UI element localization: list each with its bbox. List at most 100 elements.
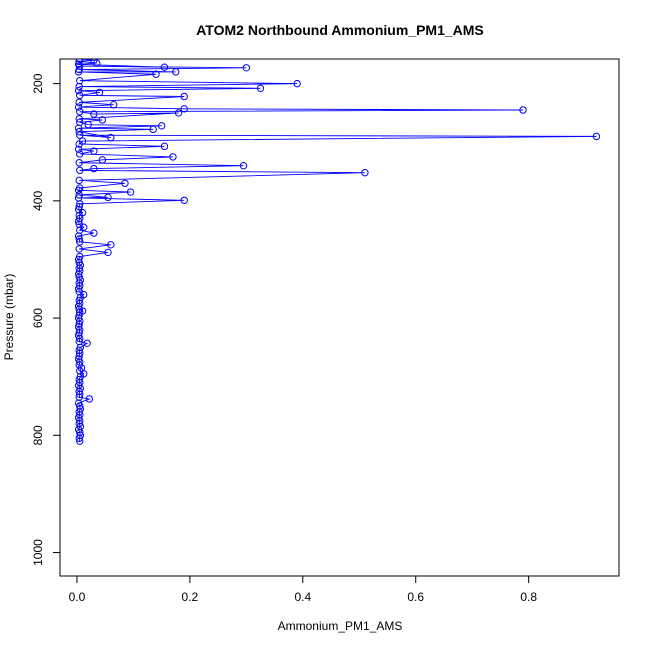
data-point: [76, 378, 84, 387]
data-point: [76, 299, 84, 308]
data-point: [174, 109, 183, 117]
data-point: [75, 305, 83, 313]
data-point: [104, 248, 112, 257]
data-point: [75, 337, 83, 346]
data-point: [75, 176, 83, 185]
data-point: [157, 122, 166, 130]
data-point: [76, 282, 84, 290]
data-point: [169, 153, 177, 161]
data-point: [76, 184, 84, 192]
data-point: [592, 132, 601, 141]
x-tick-label: 0.2: [182, 590, 199, 604]
data-point: [75, 82, 83, 91]
data-point: [76, 150, 84, 158]
data-point: [126, 188, 135, 196]
data-point: [75, 115, 83, 123]
x-axis-label: Ammonium_PM1_AMS: [278, 619, 403, 633]
series-line: [77, 59, 597, 442]
x-tick-label: 0.6: [407, 590, 424, 604]
data-point: [256, 84, 265, 93]
data-point: [75, 273, 83, 281]
data-point: [76, 267, 84, 275]
y-axis: 200 400 600 800 1000: [31, 73, 61, 566]
data-point: [104, 193, 112, 202]
y-tick-label: 600: [31, 308, 45, 328]
data-point: [90, 59, 98, 64]
data-point: [76, 118, 84, 127]
data-point: [75, 245, 83, 253]
data-point: [75, 352, 83, 360]
data-point: [75, 203, 83, 211]
y-axis-label: Pressure (mbar): [2, 274, 16, 361]
data-point: [180, 105, 188, 113]
data-point: [74, 145, 83, 153]
data-point: [75, 329, 83, 337]
x-tick-label: 0.4: [294, 590, 311, 604]
data-point: [90, 229, 98, 237]
data-point: [76, 91, 84, 100]
x-tick-label: 0.8: [520, 590, 537, 604]
data-point: [98, 116, 107, 124]
data-point: [239, 161, 248, 170]
data-point: [180, 196, 188, 204]
data-point: [75, 235, 83, 243]
data-point: [90, 147, 98, 155]
data-point: [76, 437, 84, 445]
data-point: [76, 411, 84, 419]
data-point: [74, 60, 83, 68]
data-point: [149, 125, 157, 134]
data-point: [76, 108, 84, 116]
x-axis: 0.0 0.2 0.4 0.6 0.8: [69, 575, 537, 604]
data-point: [75, 65, 83, 74]
data-point: [109, 101, 118, 109]
data-point: [76, 62, 84, 70]
data-point: [107, 241, 115, 249]
data-point: [519, 106, 527, 114]
data-point: [74, 86, 83, 95]
data-point: [95, 88, 104, 97]
data-point: [75, 191, 83, 199]
data-point: [75, 393, 83, 401]
data-point: [83, 339, 91, 347]
chart-title: ATOM2 Northbound Ammonium_PM1_AMS: [196, 22, 484, 38]
data-point: [75, 320, 83, 328]
x-tick-label: 0.0: [69, 590, 86, 604]
data-point: [74, 194, 83, 202]
data-point: [180, 92, 188, 101]
data-point: [76, 76, 84, 85]
y-tick-label: 200: [31, 73, 45, 93]
data-point: [121, 179, 129, 187]
data-point: [75, 361, 83, 369]
data-point: [90, 110, 98, 118]
data-point: [76, 390, 84, 398]
data-point: [98, 156, 107, 164]
plot-area: [74, 59, 601, 445]
data-point: [84, 120, 92, 129]
y-tick-label: 1000: [31, 539, 45, 566]
data-point: [76, 252, 84, 261]
data-point: [78, 137, 87, 145]
series-lines: [77, 59, 597, 442]
data-point: [76, 214, 84, 223]
data-point: [75, 288, 83, 296]
data-point: [74, 399, 83, 407]
data-point: [75, 98, 83, 107]
data-point: [75, 127, 83, 136]
data-point: [160, 142, 169, 151]
data-point: [293, 79, 301, 88]
data-point: [361, 169, 369, 177]
data-point: [90, 164, 98, 173]
data-point: [75, 159, 83, 167]
data-point: [76, 131, 84, 139]
y-tick-label: 800: [31, 425, 45, 445]
data-point: [152, 70, 160, 78]
data-point: [76, 59, 84, 63]
data-point: [172, 68, 180, 76]
data-point: [85, 395, 94, 403]
data-point: [160, 63, 169, 71]
series-points: [74, 59, 601, 445]
data-point: [107, 133, 115, 142]
data-point: [75, 258, 83, 267]
data-point: [75, 220, 83, 229]
